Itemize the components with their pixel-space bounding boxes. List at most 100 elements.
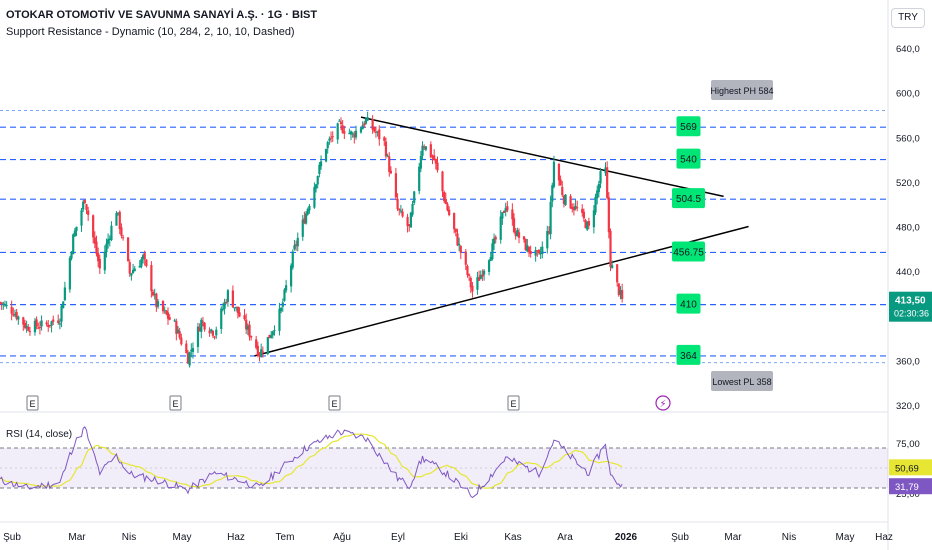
candle-body (413, 191, 416, 203)
time-tick-label: May (173, 532, 192, 543)
candle-body (291, 251, 294, 268)
rsi-legend[interactable]: RSI (14, close) (6, 429, 73, 440)
rsi-value: 31,79 (895, 482, 919, 493)
candle-body (176, 329, 180, 334)
indicator-legend[interactable]: Support Resistance - Dynamic (10, 284, 2… (6, 26, 295, 38)
candle-body (161, 300, 165, 312)
price-tick-label: 480,0 (896, 223, 920, 234)
candle-body (318, 164, 321, 174)
candle-body (290, 265, 293, 287)
candle-body (233, 307, 236, 309)
candle-body (173, 320, 176, 322)
candle-body (35, 319, 38, 327)
candle-body (469, 277, 472, 288)
candle-body (477, 277, 481, 281)
candle-body (576, 207, 579, 209)
candle-body (464, 251, 467, 265)
candle-body (394, 173, 398, 198)
candle-body (27, 326, 30, 331)
candle-body (501, 212, 504, 219)
time-tick-label: Mar (724, 532, 742, 543)
sr-level-box (672, 241, 705, 262)
candle-body (186, 353, 190, 364)
candle-body (376, 131, 379, 133)
dividend-flash-icon (655, 395, 671, 411)
candle-body (80, 210, 83, 226)
candle-body (409, 212, 412, 228)
candle-body (155, 293, 158, 308)
candle-body (68, 257, 71, 290)
candle-body (131, 269, 135, 274)
candle-body (248, 324, 251, 337)
candle-body (105, 243, 108, 253)
rsi-band-fill (0, 448, 888, 488)
candle-body (190, 349, 193, 352)
price-axis[interactable]: 640,0600,0560,0520,0480,0440,0400,0360,0… (889, 44, 932, 500)
lowest-pl-label: Lowest PL 358 (712, 377, 771, 387)
sr-level-label: 456.75 (673, 247, 704, 258)
candle-body (130, 273, 133, 276)
candle-body (489, 257, 492, 262)
flash-icon: ⚡ (659, 399, 666, 410)
sr-level-box (672, 188, 705, 209)
candle-body (571, 206, 574, 210)
event-markers: E E E E ⚡ (26, 395, 671, 411)
time-axis[interactable]: Şub Mar Nis May Haz Tem Ağu Eyl Eki Kas Ara 2026 Şub… (3, 532, 893, 543)
candle-body (604, 167, 607, 174)
candle-body (619, 290, 622, 295)
candle-body (441, 171, 444, 192)
candle-body (361, 125, 364, 130)
candle-body (374, 131, 378, 133)
time-tick-label: May (836, 532, 855, 543)
candle-body (458, 243, 461, 246)
candle-body (270, 335, 273, 338)
candle-body (596, 190, 599, 199)
candle-body (471, 285, 474, 292)
candle-body (0, 302, 3, 305)
candle-body (191, 348, 195, 352)
candle-body (285, 285, 288, 291)
candle-body (514, 231, 517, 237)
candle-body (28, 331, 32, 333)
candle-body (408, 224, 411, 227)
candle-body (329, 137, 333, 139)
candle-body (198, 327, 201, 332)
candle-body (429, 144, 432, 158)
candle-body (581, 208, 584, 213)
candle-body (537, 249, 541, 254)
candle-body (487, 260, 491, 272)
time-tick-label: Kas (504, 532, 521, 543)
candle-body (479, 274, 482, 279)
candle-body (180, 337, 183, 345)
rsi-pane[interactable] (0, 426, 888, 499)
candle-body (103, 251, 106, 271)
earnings-marker (169, 395, 182, 411)
candle-body (140, 259, 143, 267)
candle-body (38, 327, 42, 329)
time-tick-label: 2026 (615, 532, 638, 543)
candle-body (607, 197, 610, 233)
candle-body (138, 265, 141, 268)
candle-body (539, 252, 542, 255)
highest-ph-label: Highest PH 584 (710, 86, 773, 96)
candle-body (255, 339, 258, 348)
candle-body (572, 207, 576, 211)
price-tick-label: 360,0 (896, 356, 920, 367)
price-tick-label: 600,0 (896, 89, 920, 100)
currency-selector[interactable]: TRY (891, 8, 925, 28)
price-tick-label: 560,0 (896, 133, 920, 144)
candle-body (504, 207, 507, 212)
candle-body (511, 209, 514, 220)
candle-body (423, 146, 426, 149)
candle-body (87, 210, 90, 215)
candle-body (5, 304, 8, 306)
candle-body (389, 170, 393, 174)
rsi-tick-label: 25,00 (896, 489, 920, 500)
candle-body (37, 327, 40, 329)
candle-body (223, 301, 226, 309)
candle-body (444, 199, 447, 205)
candle-body (178, 331, 181, 338)
symbol-title[interactable]: OTOKAR OTOMOTİV VE SAVUNMA SANAYİ A.Ş. ·… (6, 9, 318, 21)
time-tick-label: Eyl (391, 532, 405, 543)
